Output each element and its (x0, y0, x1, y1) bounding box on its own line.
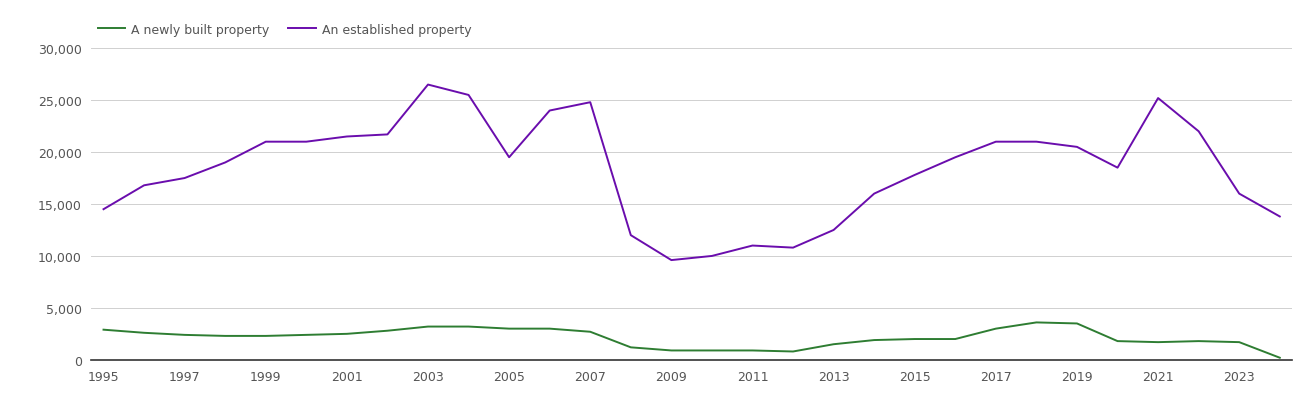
Legend: A newly built property, An established property: A newly built property, An established p… (98, 24, 471, 37)
